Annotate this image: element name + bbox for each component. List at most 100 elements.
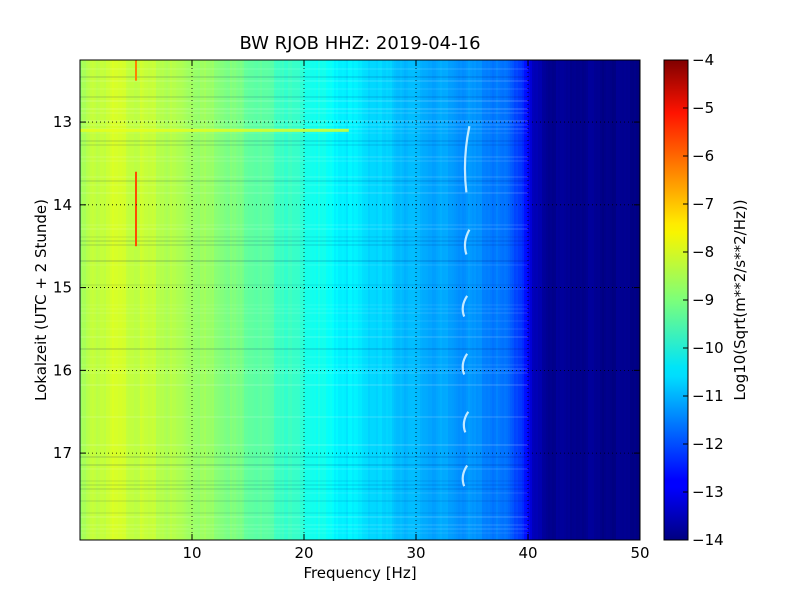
heatmap-column xyxy=(630,60,633,540)
heatmap-column xyxy=(104,60,107,540)
y-tick-label: 15 xyxy=(53,279,72,297)
heatmap-column xyxy=(320,60,323,540)
heatmap-column xyxy=(150,60,153,540)
heatmap-column xyxy=(638,60,640,540)
heatmap-column xyxy=(578,60,581,540)
heatmap-column xyxy=(144,60,147,540)
heatmap-column xyxy=(90,60,93,540)
heatmap-column xyxy=(534,60,537,540)
heatmap-column xyxy=(252,60,255,540)
heatmap-column xyxy=(420,60,423,540)
heatmap-column xyxy=(224,60,227,540)
x-tick-label: 40 xyxy=(518,544,537,562)
heatmap-column xyxy=(596,60,599,540)
heatmap-column xyxy=(314,60,317,540)
heatmap-column xyxy=(602,60,605,540)
colorbar-tick-label: −11 xyxy=(692,387,724,405)
event-signature xyxy=(461,295,469,317)
heatmap-column xyxy=(246,60,249,540)
heatmap-column xyxy=(632,60,635,540)
heatmap-column xyxy=(440,60,443,540)
heatmap-column xyxy=(546,60,549,540)
heatmap-column xyxy=(214,60,217,540)
heatmap-column xyxy=(492,60,495,540)
heatmap-column xyxy=(398,60,401,540)
heatmap-column xyxy=(368,60,371,540)
heatmap-column xyxy=(196,60,199,540)
heatmap-column xyxy=(290,60,293,540)
heatmap-column xyxy=(424,60,427,540)
heatmap-column xyxy=(156,60,159,540)
heatmap-column xyxy=(402,60,405,540)
heatmap-column xyxy=(408,60,411,540)
y-tick-label: 14 xyxy=(53,196,72,214)
heatmap-column xyxy=(130,60,133,540)
heatmap-column xyxy=(378,60,381,540)
heatmap-column xyxy=(310,60,313,540)
heatmap-column xyxy=(626,60,629,540)
event-signature xyxy=(461,353,469,375)
heatmap-column xyxy=(328,60,331,540)
heatmap-column xyxy=(634,60,637,540)
heatmap-column xyxy=(300,60,303,540)
heatmap-column xyxy=(346,60,349,540)
heatmap-column xyxy=(466,60,469,540)
colorbar-tick-label: −5 xyxy=(692,99,714,117)
heatmap-column xyxy=(116,60,119,540)
heatmap-column xyxy=(212,60,215,540)
x-tick-label: 20 xyxy=(294,544,313,562)
heatmap-column xyxy=(272,60,275,540)
heatmap-column xyxy=(510,60,513,540)
heatmap-column xyxy=(540,60,543,540)
heatmap-column xyxy=(484,60,487,540)
heatmap-column xyxy=(148,60,151,540)
heatmap-column xyxy=(418,60,421,540)
heatmap-column xyxy=(180,60,183,540)
heatmap-column xyxy=(178,60,181,540)
heatmap-column xyxy=(360,60,363,540)
heatmap-column xyxy=(244,60,247,540)
heatmap-column xyxy=(570,60,573,540)
event-signature xyxy=(461,464,469,487)
heatmap-column xyxy=(138,60,141,540)
heatmap-column xyxy=(284,60,287,540)
heatmap-column xyxy=(358,60,361,540)
heatmap-column xyxy=(198,60,201,540)
heatmap-column xyxy=(164,60,167,540)
heatmap-column xyxy=(586,60,589,540)
heatmap-column xyxy=(208,60,211,540)
heatmap-column xyxy=(372,60,375,540)
heatmap-column xyxy=(476,60,479,540)
heatmap-column xyxy=(184,60,187,540)
heatmap-column xyxy=(264,60,267,540)
heatmap-column xyxy=(422,60,425,540)
heatmap-column xyxy=(112,60,115,540)
heatmap-column xyxy=(204,60,207,540)
heatmap-column xyxy=(428,60,431,540)
heatmap-column xyxy=(444,60,447,540)
heatmap-column xyxy=(502,60,505,540)
heatmap-column xyxy=(318,60,321,540)
heatmap-column xyxy=(524,60,527,540)
heatmap-column xyxy=(448,60,451,540)
heatmap-column xyxy=(354,60,357,540)
heatmap-column xyxy=(240,60,243,540)
heatmap-column xyxy=(580,60,583,540)
heatmap-column xyxy=(134,60,137,540)
heatmap-column xyxy=(566,60,569,540)
heatmap-column xyxy=(92,60,95,540)
heatmap-column xyxy=(552,60,555,540)
heatmap-column xyxy=(182,60,185,540)
heatmap-column xyxy=(96,60,99,540)
heatmap-column xyxy=(84,60,87,540)
heatmap-column xyxy=(606,60,609,540)
heatmap-column xyxy=(210,60,213,540)
heatmap-column xyxy=(348,60,351,540)
heatmap-column xyxy=(222,60,225,540)
heatmap-column xyxy=(412,60,415,540)
heatmap-column xyxy=(526,60,529,540)
heatmap-column xyxy=(376,60,379,540)
colorbar-tick-label: −6 xyxy=(692,147,714,165)
heatmap-column xyxy=(380,60,383,540)
